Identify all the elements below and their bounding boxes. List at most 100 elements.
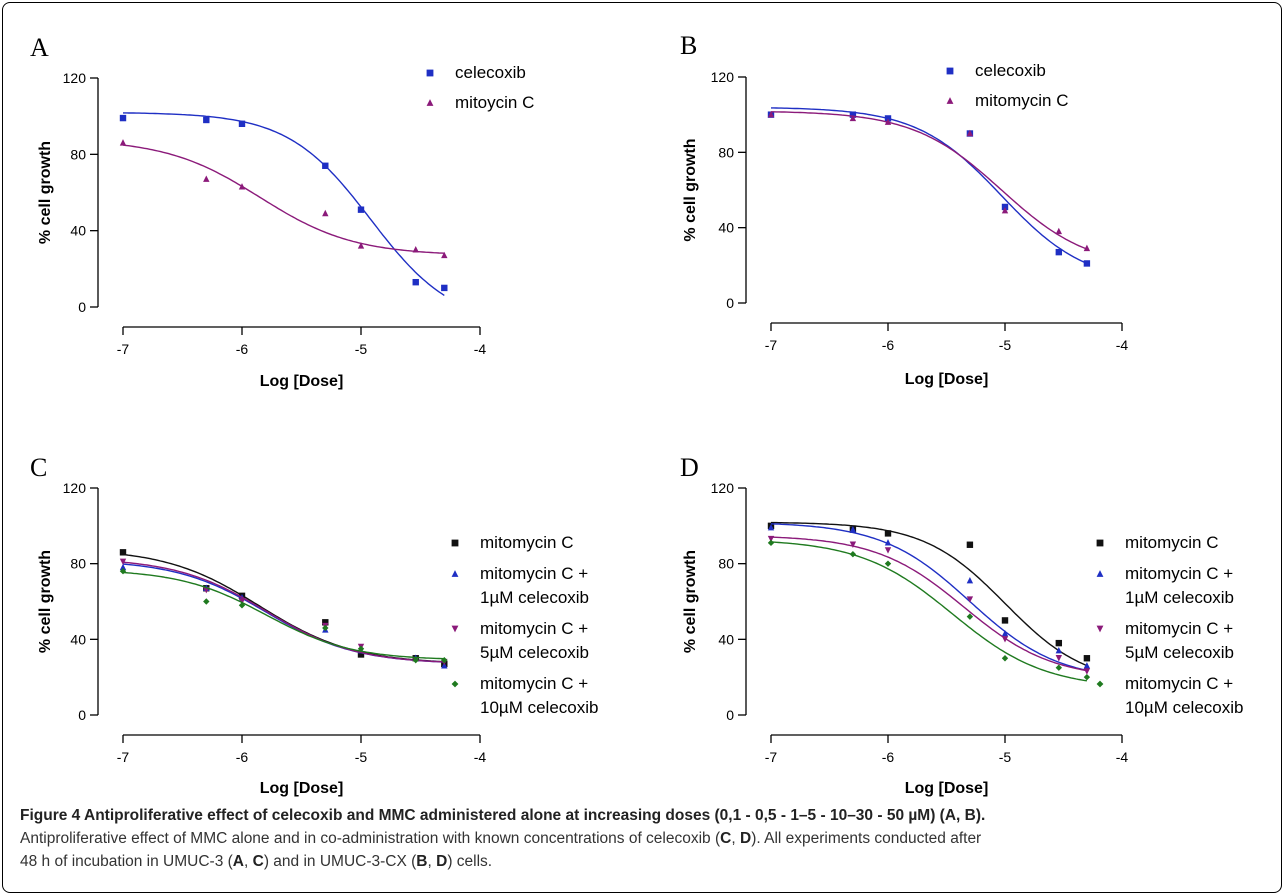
- data-point: [357, 645, 365, 652]
- x-tick-label: -5: [999, 749, 1012, 765]
- y-tick-label: 0: [78, 707, 86, 723]
- legend-marker: [1096, 680, 1104, 688]
- y-tick-label: 0: [726, 295, 734, 311]
- data-point: [412, 278, 419, 286]
- panel-letter-b: B: [680, 31, 697, 60]
- y-tick-label: 120: [63, 70, 87, 86]
- data-point: [357, 651, 365, 658]
- fit-curve: [122, 144, 445, 254]
- series-b-1: [767, 110, 1091, 252]
- legend-marker: [451, 625, 459, 633]
- legend-marker: [426, 99, 434, 106]
- y-axis-label: % cell growth: [37, 141, 54, 244]
- legend-marker: [946, 67, 954, 75]
- legend-marker: [426, 69, 434, 77]
- legend-label: mitomycin C +: [1125, 619, 1233, 638]
- x-axis-label: Log [Dose]: [905, 780, 989, 797]
- data-point: [1083, 655, 1091, 662]
- data-point: [849, 551, 857, 558]
- caption-title: Figure 4 Antiproliferative effect of cel…: [20, 807, 986, 824]
- legend-label: mitomycin C +: [480, 619, 588, 638]
- data-point: [119, 563, 127, 571]
- legend-marker: [1096, 625, 1104, 633]
- series-c-0: [119, 549, 448, 668]
- data-point: [1083, 244, 1091, 252]
- series-a-1: [119, 139, 448, 259]
- legend-c: mitomycin C mitomycin C + 1µM celecoxib mit…: [451, 533, 598, 717]
- caption-line-3: 48 h of incubation in UMUC-3 (A, C) and …: [20, 853, 493, 870]
- data-point: [357, 242, 365, 249]
- panel-d: D 0 40 80 120 -7 -6 -5 -4 Log [Dose] % cell growth…: [680, 453, 1243, 797]
- figure-canvas: A 0 40 80 120 -7 -6 -5 -4 Log [Dose] % cell growth…: [30, 31, 1243, 797]
- x-tick-label: -6: [882, 749, 895, 765]
- y-tick-label: 80: [70, 146, 86, 162]
- data-point: [119, 549, 127, 556]
- data-point: [119, 114, 127, 122]
- legend-label: mitomycin C +: [480, 564, 588, 583]
- data-point: [1001, 617, 1009, 624]
- data-point: [849, 541, 857, 548]
- data-point: [238, 598, 246, 605]
- data-point: [884, 547, 892, 554]
- y-tick-label: 80: [718, 144, 734, 160]
- x-tick-label: -7: [117, 341, 130, 357]
- data-point: [966, 596, 974, 603]
- data-point: [322, 209, 329, 217]
- legend-marker: [451, 570, 459, 577]
- data-point: [238, 602, 246, 609]
- data-point: [1001, 655, 1009, 662]
- data-point: [203, 116, 210, 124]
- legend-label: 10µM celecoxib: [1125, 698, 1243, 717]
- data-point: [322, 624, 329, 632]
- legend-marker: [451, 539, 459, 547]
- series-d-0: [767, 521, 1091, 667]
- caption-line-2: Antiproliferative effect of MMC alone an…: [20, 830, 982, 847]
- data-point: [849, 114, 857, 122]
- data-point: [884, 115, 892, 122]
- y-axis-label: % cell growth: [37, 550, 54, 653]
- panel-letter-d: D: [680, 453, 699, 482]
- series-c-2: [119, 558, 448, 666]
- y-tick-label: 40: [70, 631, 86, 647]
- data-point: [1001, 203, 1009, 211]
- fit-curve: [771, 107, 1088, 265]
- legend-marker: [1096, 539, 1104, 547]
- legend-label: mitomycin C: [975, 91, 1069, 110]
- data-point: [884, 560, 892, 567]
- data-point: [966, 613, 974, 620]
- series-a-0: [119, 112, 448, 296]
- x-tick-label: -4: [1116, 337, 1129, 353]
- legend-label: 10µM celecoxib: [480, 698, 598, 717]
- x-tick-label: -6: [236, 749, 249, 765]
- legend-label: 1µM celecoxib: [480, 588, 589, 607]
- x-tick-label: -5: [355, 341, 368, 357]
- data-point: [1083, 673, 1091, 681]
- y-tick-label: 0: [726, 707, 734, 723]
- y-axis-label: % cell growth: [682, 138, 699, 241]
- x-tick-label: -4: [474, 341, 487, 357]
- legend-d: mitomycin C mitomycin C + 1µM celecoxib mit…: [1096, 533, 1243, 717]
- x-tick-label: -6: [236, 341, 249, 357]
- series-c-3: [119, 568, 448, 664]
- data-point: [884, 530, 892, 537]
- y-tick-label: 40: [70, 223, 86, 239]
- data-point: [849, 111, 857, 118]
- x-tick-label: -5: [999, 337, 1012, 353]
- data-point: [1083, 668, 1091, 675]
- x-tick-label: -6: [882, 337, 895, 353]
- x-tick-label: -5: [355, 749, 368, 765]
- data-point: [1055, 227, 1063, 235]
- data-point: [1001, 629, 1009, 637]
- data-point: [966, 129, 974, 137]
- panel-letter-c: C: [30, 453, 47, 482]
- legend-label: mitomycin C +: [1125, 564, 1233, 583]
- data-point: [322, 162, 329, 169]
- data-point: [767, 524, 775, 531]
- legend-label: mitomycin C: [1125, 533, 1219, 552]
- x-tick-label: -7: [117, 749, 130, 765]
- legend-label: celecoxib: [455, 63, 526, 82]
- data-point: [767, 539, 775, 547]
- y-axis-label: % cell growth: [682, 550, 699, 653]
- fit-curve: [770, 541, 1088, 682]
